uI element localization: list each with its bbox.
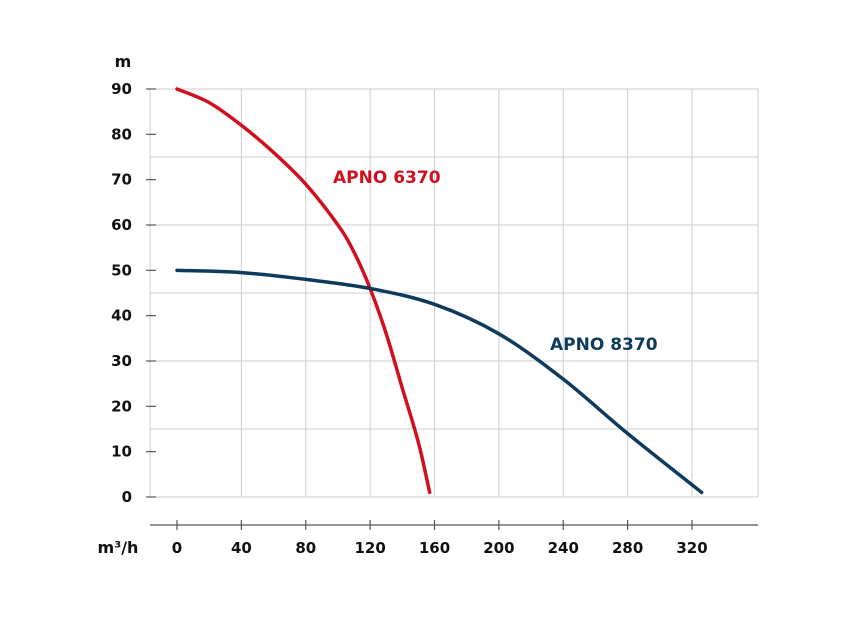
series-line-apno-8370 xyxy=(175,268,704,495)
y-tick-label: 70 xyxy=(111,171,132,189)
y-tick-label: 20 xyxy=(111,397,132,415)
x-tick-label: 280 xyxy=(612,539,643,557)
series-label-apno-8370: APNO 8370 xyxy=(550,335,658,355)
series-label-apno-6370: APNO 6370 xyxy=(333,168,441,188)
x-tick-label: 240 xyxy=(548,539,579,557)
y-tick-label: 60 xyxy=(111,216,132,234)
y-tick-label: 30 xyxy=(111,352,132,370)
x-tick-label: 200 xyxy=(483,539,514,557)
x-tick-label: 0 xyxy=(172,539,182,557)
y-tick-label: 10 xyxy=(111,443,132,461)
tick-labels: 0 10 20 30 40 50 60 70 80 90 0 40 80 120 160 200 240 280 3… xyxy=(111,80,708,557)
axes xyxy=(146,88,758,530)
x-tick-label: 320 xyxy=(676,539,707,557)
y-tick-label: 50 xyxy=(111,261,132,279)
x-tick-label: 40 xyxy=(231,539,252,557)
series: APNO 6370 APNO 8370 xyxy=(175,87,704,495)
y-tick-label: 80 xyxy=(111,125,132,143)
y-tick-label: 40 xyxy=(111,307,132,325)
x-tick-label: 160 xyxy=(419,539,450,557)
y-tick-label: 90 xyxy=(111,80,132,98)
grid xyxy=(149,88,759,498)
y-axis-unit: m xyxy=(115,52,132,71)
x-tick-label: 80 xyxy=(295,539,316,557)
series-line-apno-6370 xyxy=(175,87,432,495)
x-tick-label: 120 xyxy=(354,539,385,557)
x-axis-unit: m³/h xyxy=(98,538,139,557)
y-tick-label: 0 xyxy=(122,488,132,506)
